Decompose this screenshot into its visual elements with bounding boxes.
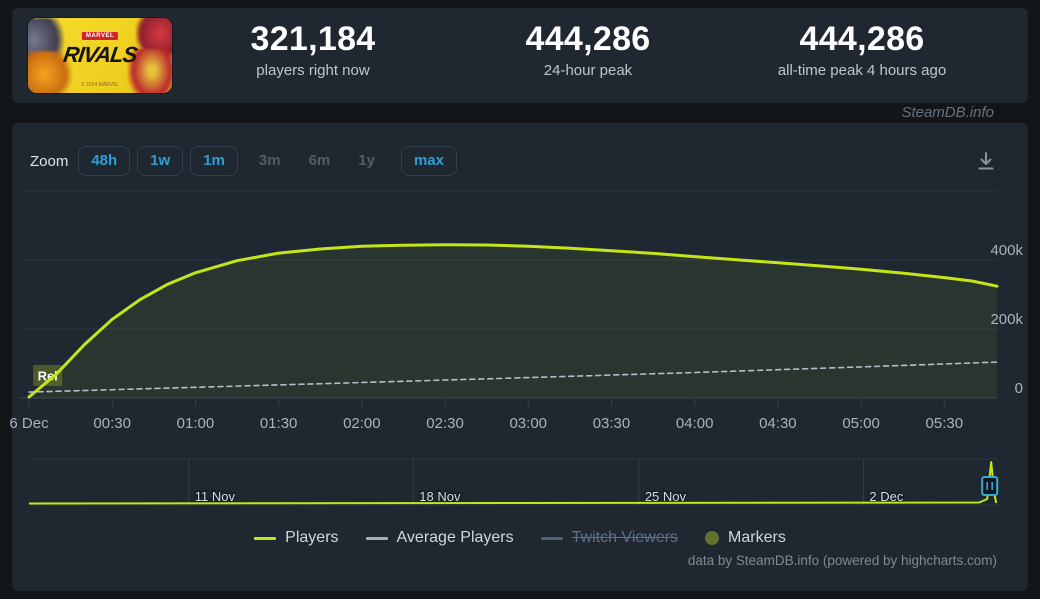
legend-item-twitch-viewers[interactable]: Twitch Viewers (540, 529, 679, 547)
legend-swatch (365, 536, 388, 540)
x-axis-label: 05:30 (926, 415, 964, 432)
steamdb-watermark: SteamDB.info (901, 104, 994, 121)
navigator-series (28, 461, 998, 505)
navigator-date-label: 2 Dec (869, 489, 903, 504)
legend-item-average-players[interactable]: Average Players (365, 529, 514, 547)
range-buttons: 48h 1w 1m 3m 6m 1y max (78, 146, 464, 176)
x-axis-label: 04:00 (676, 415, 714, 432)
release-flag[interactable] (33, 365, 63, 386)
stat-24h-peak-value: 444,286 (525, 20, 651, 58)
stat-players-now-label: players right now (256, 62, 370, 80)
banner-brand-badge: MARVEL (81, 32, 119, 40)
chart-credits: data by SteamDB.info (powered by highcha… (687, 553, 997, 568)
navigator-date-label: 18 Nov (419, 489, 461, 504)
game-banner: MARVEL RIVALS © 2024 MARVEL (28, 18, 172, 93)
stat-alltime-peak-value: 444,286 (799, 20, 925, 58)
x-axis-label: 01:30 (260, 415, 298, 432)
chart-panel: Zoom 48h 1w 1m 3m 6m 1y max 6 Dec 00:30 01:00 01:… (9, 123, 1028, 591)
zoom-toolbar: Zoom 48h 1w 1m 3m 6m 1y max (30, 145, 464, 177)
download-button[interactable] (974, 149, 998, 173)
navigator-date-label: 11 Nov (195, 489, 236, 504)
legend-swatch (540, 536, 563, 540)
navigator-date-label: 25 Nov (645, 489, 687, 504)
x-axis-label: 04:30 (759, 415, 797, 432)
stat-players-now: 321,184 players right now (250, 20, 376, 80)
legend-item-players[interactable]: Players (254, 529, 339, 547)
stat-players-now-value: 321,184 (250, 20, 376, 58)
range-button-1m[interactable]: 1m (190, 146, 238, 176)
range-button-max[interactable]: max (400, 146, 457, 176)
stat-alltime-peak-label: all-time peak 4 hours ago (777, 62, 947, 80)
legend-swatch (705, 531, 720, 545)
range-button-6m: 6m (299, 146, 341, 176)
legend-label: Players (285, 529, 339, 546)
navigator-handle-box (981, 476, 999, 496)
legend-label: Twitch Viewers (571, 529, 679, 546)
navigator-handle[interactable] (981, 476, 999, 496)
y-axis-label: 400k (990, 242, 1023, 259)
release-flag-label: Rel (38, 369, 58, 384)
legend-label: Markers (728, 529, 786, 546)
x-axis-label: 00:30 (93, 415, 131, 432)
y-axis-label: 200k (990, 311, 1023, 328)
x-axis-label: 02:00 (343, 415, 381, 432)
banner-game-title: RIVALS (61, 42, 139, 67)
legend-label: Average Players (396, 529, 514, 546)
series-line-players (27, 243, 999, 399)
legend-item-markers[interactable]: Markers (705, 529, 786, 547)
stat-alltime-peak: 444,286 all-time peak 4 hours ago (777, 20, 947, 80)
zoom-label: Zoom (30, 152, 69, 170)
chart-legend: Players Average Players Twitch Viewers Mark… (12, 529, 1028, 547)
stat-24h-peak-label: 24-hour peak (543, 62, 633, 80)
player-count-chart[interactable]: 6 Dec 00:30 01:00 01:30 02:00 02:30 03:00 03:30… (9, 123, 1028, 591)
banner-character-right-bottom (128, 49, 172, 93)
y-axis-label: 0 (1015, 380, 1023, 397)
legend-swatch (254, 536, 277, 540)
range-button-1w[interactable]: 1w (137, 146, 184, 176)
banner-character-left-bottom (28, 51, 72, 93)
x-axis-label: 02:30 (426, 415, 464, 432)
download-icon (978, 152, 994, 170)
range-button-1y: 1y (348, 146, 385, 176)
series-line-average-players (28, 361, 998, 393)
range-button-3m: 3m (249, 146, 291, 176)
x-axis-label: 03:00 (509, 415, 547, 432)
x-axis-label: 01:00 (177, 415, 215, 432)
x-axis-label: 05:00 (842, 415, 880, 432)
range-button-48h[interactable]: 48h (78, 146, 131, 176)
players-area-fill (29, 244, 997, 398)
x-axis-label: 6 Dec (9, 415, 49, 432)
banner-copyright: © 2024 MARVEL (80, 82, 120, 88)
x-axis-label: 03:30 (593, 415, 631, 432)
header-panel: MARVEL RIVALS © 2024 MARVEL 321,184 play… (12, 8, 1028, 103)
stat-24h-peak: 444,286 24-hour peak (525, 20, 651, 80)
